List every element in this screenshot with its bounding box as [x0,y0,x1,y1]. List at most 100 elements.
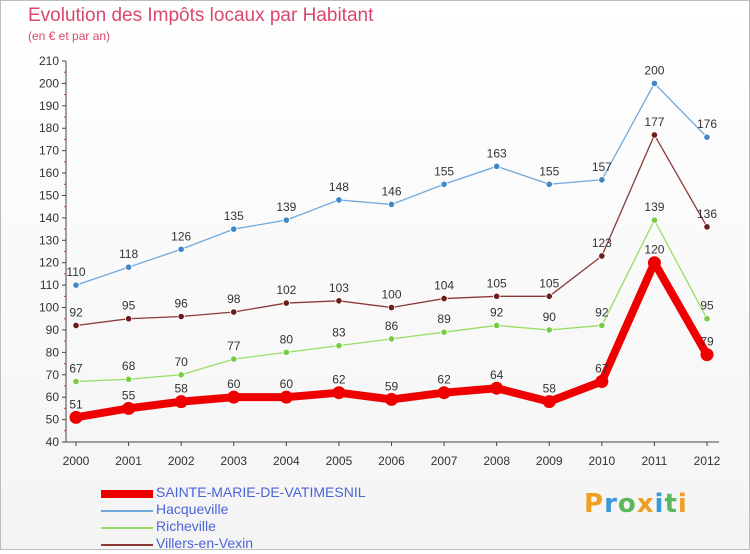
data-point [177,312,185,321]
x-tick-label: 2007 [431,454,458,468]
data-point [598,252,606,260]
data-label: 105 [487,276,507,290]
data-point [124,263,133,271]
data-point [282,216,290,224]
data-label: 148 [329,180,349,194]
legend-swatch [101,490,153,498]
legend-label: SAINTE-MARIE-DE-VATIMESNIL [156,484,366,500]
data-point [650,131,659,139]
data-point [598,321,606,330]
data-label: 90 [543,310,557,324]
legend-swatch [101,544,153,546]
data-point [387,303,396,312]
data-point [545,180,553,188]
data-label: 120 [644,243,664,257]
data-point [227,390,241,404]
data-point [598,176,606,184]
x-tick-label: 2005 [326,454,353,468]
data-point [545,292,553,300]
logo-letter: i [677,489,688,519]
data-label: 62 [332,373,346,387]
x-tick-label: 2010 [588,454,615,468]
y-tick-label: 100 [39,301,59,315]
data-point [493,162,501,170]
legend-label: Villers-en-Vexin [156,535,254,551]
legend-label: Richeville [156,518,216,534]
data-label: 62 [437,373,451,387]
data-label: 96 [174,296,188,310]
data-point [650,79,659,88]
data-point [72,377,80,386]
data-label: 98 [227,292,241,306]
data-label: 155 [434,164,454,178]
legend-label: Hacqueville [156,501,229,517]
data-label: 86 [385,319,399,333]
data-point [177,371,185,379]
data-point [700,348,714,362]
data-point [122,401,136,415]
logo-letter: x [636,489,655,519]
logo-letter: P [584,489,605,519]
x-tick-label: 2006 [378,454,405,468]
y-tick-label: 170 [39,144,59,158]
data-label: 59 [385,379,399,393]
y-tick-label: 180 [39,121,59,135]
data-label: 70 [174,355,188,369]
data-point [595,374,609,388]
data-label: 95 [122,299,136,313]
data-point [335,196,343,204]
data-label: 177 [644,115,664,129]
x-tick-label: 2009 [536,454,563,468]
data-point [230,355,238,363]
data-point [647,256,661,270]
data-label: 123 [592,236,612,250]
data-label: 89 [437,312,451,326]
data-label: 102 [276,283,296,297]
data-label: 92 [490,305,504,319]
logo-letter: o [617,489,637,519]
y-tick-label: 80 [46,345,60,359]
data-point [279,390,293,404]
y-tick-label: 190 [39,99,59,113]
data-point [387,335,396,343]
data-point [282,348,290,356]
legend-swatch [101,527,153,529]
data-label: 110 [66,265,85,279]
x-tick-label: 2002 [168,454,195,468]
data-label: 146 [381,184,401,198]
data-point [703,133,711,141]
data-label: 77 [227,339,241,353]
data-label: 67 [595,361,609,375]
x-tick-label: 2003 [220,454,247,468]
data-point [650,216,659,224]
y-tick-label: 120 [39,256,59,270]
data-point [490,381,504,395]
data-label: 92 [595,305,609,319]
data-point [335,297,343,305]
data-label: 155 [539,164,559,178]
y-tick-label: 200 [39,76,59,90]
data-label: 55 [122,388,136,402]
x-tick-label: 2000 [63,454,90,468]
data-label: 163 [487,146,507,160]
y-tick-label: 40 [46,435,60,449]
y-tick-label: 210 [39,54,59,68]
data-label: 60 [227,377,241,391]
data-point [282,299,290,307]
x-tick-label: 2011 [642,454,668,468]
x-tick-label: 2012 [694,454,721,468]
data-label: 135 [224,209,244,223]
data-label: 64 [490,368,504,382]
data-label: 105 [539,276,559,290]
data-label: 51 [69,397,83,411]
data-point [72,321,80,330]
data-point [703,315,711,323]
logo-letter: t [664,489,678,519]
data-label: 60 [280,377,294,391]
data-label: 176 [697,117,717,131]
data-label: 200 [644,63,664,77]
data-point [177,245,185,253]
data-label: 104 [434,279,454,293]
data-label: 139 [644,200,664,214]
